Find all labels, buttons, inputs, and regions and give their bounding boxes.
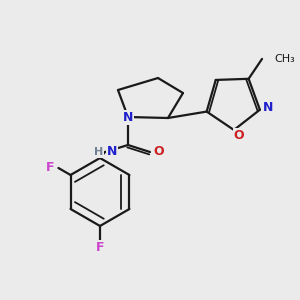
Text: F: F: [96, 242, 104, 254]
Text: H: H: [94, 147, 103, 157]
Text: N: N: [123, 110, 133, 124]
Text: N: N: [107, 146, 117, 158]
Text: N: N: [263, 101, 273, 114]
Text: F: F: [46, 161, 55, 175]
Text: CH₃: CH₃: [274, 54, 295, 64]
Text: O: O: [234, 130, 244, 142]
Text: O: O: [154, 146, 164, 158]
